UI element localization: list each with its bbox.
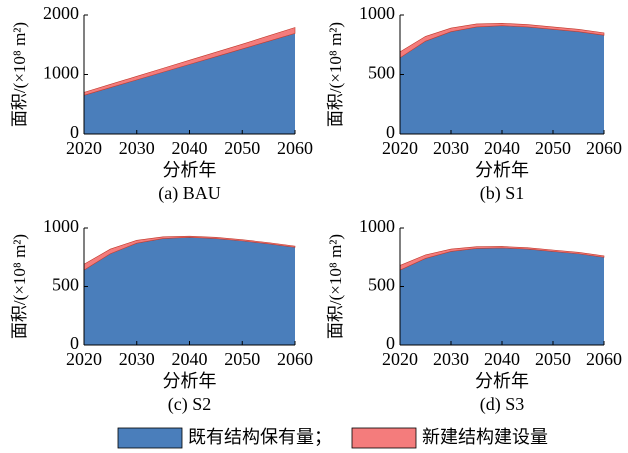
subtitle: (b) S1 xyxy=(480,183,525,204)
y-tick-label: 2000 xyxy=(43,3,79,23)
y-axis-label: 面积/(×10⁸ m²) xyxy=(10,22,29,127)
x-tick-label: 2030 xyxy=(433,138,469,158)
y-tick-label: 1000 xyxy=(359,3,395,23)
area: 新建结构建设量 xyxy=(83,235,296,271)
area: 新建结构建设量 xyxy=(399,246,605,271)
x-tick-label: 2050 xyxy=(224,349,260,369)
area: 既有结构保有量； xyxy=(400,247,604,345)
area: 新建结构建设量 xyxy=(399,23,605,59)
x-tick-label: 2040 xyxy=(484,138,520,158)
y-tick-label: 500 xyxy=(368,63,395,83)
x-tick-label: 2050 xyxy=(535,138,571,158)
y-axis-label: 面积/(×10⁸ m²) xyxy=(326,22,345,127)
x-tick-label: 2060 xyxy=(277,138,313,158)
x-tick-label: 2040 xyxy=(484,349,520,369)
x-tick-label: 2030 xyxy=(119,138,155,158)
area xyxy=(83,27,296,96)
y-axis-label: 面积/(×10⁸ m²) xyxy=(326,234,345,339)
subtitle: (c) S2 xyxy=(168,394,212,415)
area: 既有结构保有量； xyxy=(400,25,604,134)
x-tick-label: 2020 xyxy=(382,349,418,369)
x-axis-label: 分析年 xyxy=(163,371,217,391)
x-tick-label: 2060 xyxy=(277,349,313,369)
legend-label: 既有结构保有量； xyxy=(188,427,332,447)
x-axis-label: 分析年 xyxy=(475,160,529,180)
x-tick-label: 2030 xyxy=(433,349,469,369)
legend-swatch xyxy=(351,427,417,449)
x-tick-label: 2040 xyxy=(172,138,208,158)
subtitle: (d) S3 xyxy=(480,394,525,415)
y-tick-label: 0 xyxy=(386,333,395,353)
area: 既有结构保有量； xyxy=(84,237,295,345)
x-tick-label: 2020 xyxy=(66,138,102,158)
y-tick-label: 500 xyxy=(368,275,395,295)
x-tick-label: 2050 xyxy=(535,349,571,369)
y-tick-label: 0 xyxy=(70,333,79,353)
legend-label: 新建结构建设量 xyxy=(422,427,548,447)
legend-swatch xyxy=(117,427,183,449)
subtitle: (a) BAU xyxy=(158,183,220,204)
x-axis-label: 分析年 xyxy=(475,371,529,391)
x-tick-label: 2050 xyxy=(224,138,260,158)
y-tick-label: 1000 xyxy=(43,216,79,236)
x-tick-label: 2020 xyxy=(382,138,418,158)
y-tick-label: 1000 xyxy=(359,216,395,236)
x-tick-label: 2030 xyxy=(119,349,155,369)
x-tick-label: 2040 xyxy=(172,349,208,369)
x-tick-label: 2020 xyxy=(66,349,102,369)
y-tick-label: 0 xyxy=(70,122,79,142)
y-tick-label: 500 xyxy=(52,275,79,295)
area xyxy=(84,33,295,134)
y-axis-label: 面积/(×10⁸ m²) xyxy=(10,234,29,339)
y-tick-label: 0 xyxy=(386,122,395,142)
x-tick-label: 2060 xyxy=(586,138,622,158)
x-tick-label: 2060 xyxy=(586,349,622,369)
x-axis-label: 分析年 xyxy=(163,160,217,180)
y-tick-label: 1000 xyxy=(43,63,79,83)
